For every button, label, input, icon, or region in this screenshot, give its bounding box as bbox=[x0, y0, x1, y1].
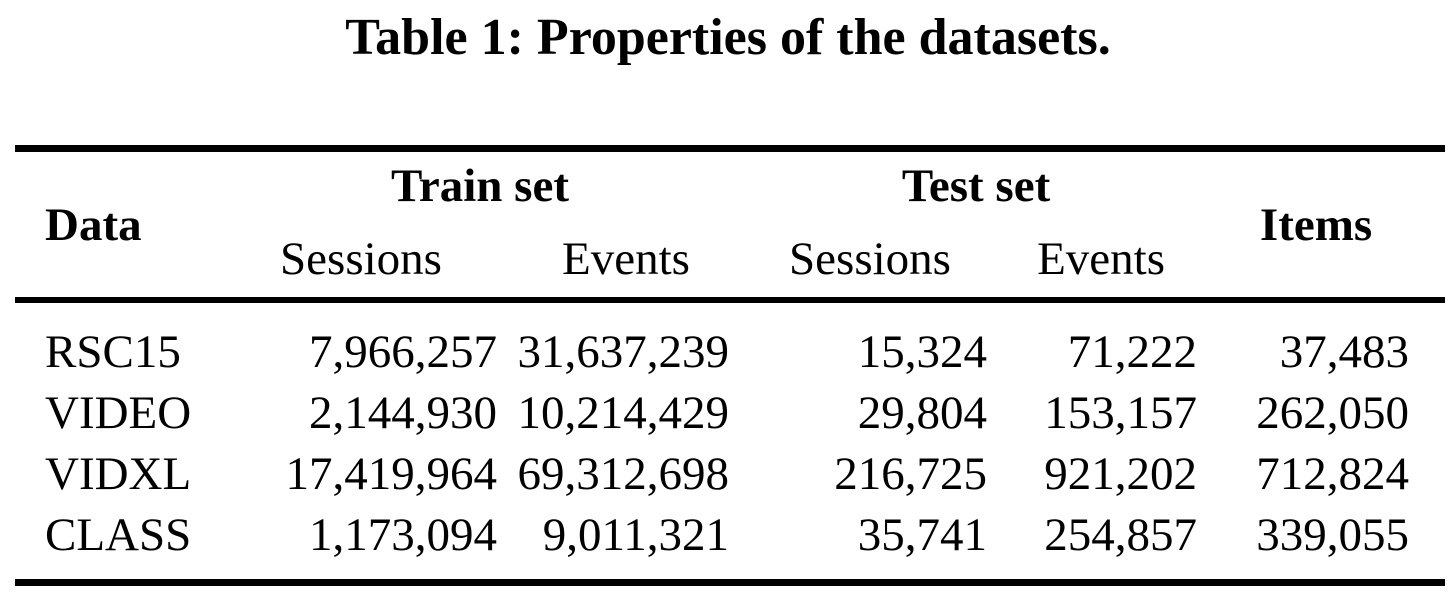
table-row-video: VIDEO 2,144,930 10,214,429 29,804 153,15… bbox=[15, 382, 1445, 443]
table-body: RSC15 7,966,257 31,637,239 15,324 71,222… bbox=[15, 300, 1445, 583]
train-events-value: 10,214,429 bbox=[517, 386, 730, 439]
table-caption: Table 1: Properties of the datasets. bbox=[345, 9, 1111, 66]
train-events-value: 9,011,321 bbox=[542, 508, 730, 561]
items-value: 262,050 bbox=[1256, 386, 1410, 439]
table-row-vidxl: VIDXL 17,419,964 69,312,698 216,725 921,… bbox=[15, 443, 1445, 504]
train-sessions-value: 17,419,964 bbox=[285, 447, 498, 500]
dataset-name: RSC15 bbox=[45, 325, 181, 378]
test-sessions-value: 29,804 bbox=[857, 386, 988, 439]
test-sessions-value: 35,741 bbox=[857, 508, 988, 561]
header-train-events: Events bbox=[562, 232, 690, 285]
test-sessions-value: 15,324 bbox=[857, 325, 988, 378]
train-sessions-value: 2,144,930 bbox=[309, 386, 497, 439]
header-train-set: Train set bbox=[391, 160, 569, 212]
dataset-name: VIDXL bbox=[45, 447, 192, 500]
datasets-table: Data Train set Test set Items Sessions E… bbox=[15, 145, 1446, 586]
train-sessions-value: 7,966,257 bbox=[309, 325, 497, 378]
dataset-name: CLASS bbox=[45, 508, 192, 561]
table-header: Data Train set Test set Items Sessions E… bbox=[15, 149, 1446, 300]
header-test-events: Events bbox=[1037, 232, 1165, 285]
train-sessions-value: 1,173,094 bbox=[309, 508, 497, 561]
test-sessions-value: 216,725 bbox=[834, 447, 988, 500]
items-value: 339,055 bbox=[1256, 508, 1410, 561]
dataset-name: VIDEO bbox=[45, 386, 192, 439]
train-events-value: 31,637,239 bbox=[517, 325, 730, 378]
header-test-sessions: Sessions bbox=[789, 232, 951, 285]
header-sub-row: Sessions Events Sessions Events bbox=[15, 220, 1445, 300]
header-data: Data bbox=[45, 198, 142, 251]
items-value: 37,483 bbox=[1279, 325, 1410, 378]
header-test-set: Test set bbox=[901, 160, 1051, 212]
table-row-rsc15: RSC15 7,966,257 31,637,239 15,324 71,222… bbox=[15, 300, 1445, 382]
header-train-sessions: Sessions bbox=[280, 232, 442, 285]
header-items: Items bbox=[1259, 198, 1373, 251]
table-row-class: CLASS 1,173,094 9,011,321 35,741 254,857… bbox=[15, 504, 1445, 583]
test-events-value: 153,157 bbox=[1044, 386, 1198, 439]
train-events-value: 69,312,698 bbox=[517, 447, 730, 500]
test-events-value: 254,857 bbox=[1044, 508, 1198, 561]
test-events-value: 921,202 bbox=[1044, 447, 1198, 500]
test-events-value: 71,222 bbox=[1067, 325, 1198, 378]
header-group-row: Data Train set Test set Items bbox=[15, 149, 1445, 251]
items-value: 712,824 bbox=[1256, 447, 1410, 500]
